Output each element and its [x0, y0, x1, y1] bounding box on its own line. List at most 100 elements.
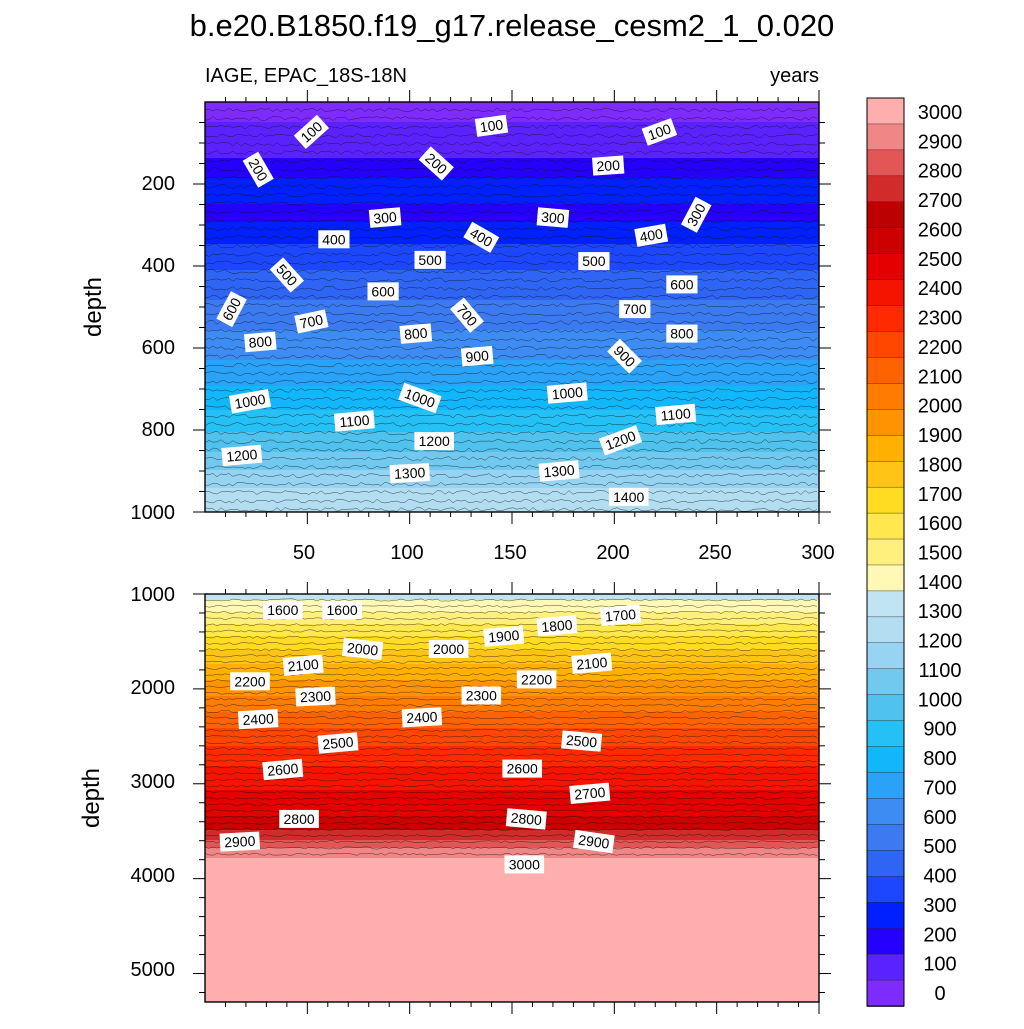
contour-label: 1700: [599, 604, 642, 626]
contour-band: [205, 652, 819, 655]
contour-label-text: 2500: [322, 734, 355, 753]
contour-band: [205, 500, 819, 503]
contour-line: [205, 252, 818, 257]
upper-axis-ticks: [193, 90, 831, 524]
contour-band: [205, 146, 819, 149]
contour-label-box: [414, 432, 454, 451]
contour-band: [205, 690, 819, 693]
contour-label: 700: [294, 309, 329, 334]
contour-line: [205, 617, 818, 621]
contour-band: [205, 450, 819, 453]
contour-line: [205, 371, 818, 376]
contour-band: [205, 334, 819, 337]
contour-band: [205, 344, 819, 347]
contour-band: [205, 300, 819, 303]
left-subtitle: IAGE, EPAC_18S-18N: [205, 65, 407, 87]
contour-band: [205, 404, 819, 407]
contour-band: [205, 498, 819, 501]
contour-band: [205, 294, 819, 297]
contour-band: [205, 292, 819, 295]
contour-line: [205, 235, 818, 240]
contour-band: [205, 182, 819, 185]
contour-band: [205, 118, 819, 121]
contour-label-box: [242, 151, 274, 188]
contour-label-box: [474, 114, 509, 137]
colorbar-label: 1300: [918, 601, 963, 623]
contour-band: [205, 264, 819, 267]
contour-label: 1400: [608, 487, 649, 506]
contour-band: [205, 674, 819, 677]
contour-band: [205, 124, 819, 127]
contour-band: [205, 472, 819, 475]
contour-band: [205, 724, 819, 727]
contour-band: [205, 758, 819, 761]
contour-band: [205, 494, 819, 497]
contour-band: [205, 190, 819, 193]
contour-line: [205, 456, 818, 461]
contour-band: [205, 276, 819, 279]
contour-band: [205, 702, 819, 705]
contour-label-box: [569, 782, 611, 804]
contour-line: [205, 218, 818, 223]
contour-band: [205, 224, 819, 227]
contour-band: [205, 896, 819, 899]
contour-band: [205, 352, 819, 355]
contour-band: [205, 730, 819, 733]
contour-band: [205, 378, 819, 381]
contour-label: 1600: [263, 601, 303, 620]
contour-line: [205, 260, 818, 266]
contour-label: 2900: [219, 831, 261, 852]
contour-band: [205, 418, 819, 421]
contour-band: [205, 972, 819, 975]
colorbar-label: 1100: [918, 660, 961, 682]
contour-band: [205, 998, 819, 1001]
contour-band: [205, 736, 819, 739]
contour-band: [205, 210, 819, 213]
contour-band: [205, 786, 819, 789]
contour-band: [205, 658, 819, 661]
contour-band: [205, 216, 819, 219]
contour-line: [205, 827, 818, 831]
contour-band: [205, 484, 819, 487]
contour-band: [205, 706, 819, 709]
colorbar-label: 1500: [918, 543, 963, 565]
contour-band: [205, 646, 819, 649]
colorbar-label: 1800: [918, 454, 963, 476]
contour-band: [205, 654, 819, 657]
contour-label-text: 300: [373, 209, 398, 227]
contour-band: [205, 672, 819, 675]
contour-label-box: [634, 223, 669, 247]
contour-label-text: 600: [670, 276, 694, 292]
contour-band: [205, 244, 819, 247]
contour-label: 800: [399, 323, 433, 344]
contour-band: [205, 148, 819, 151]
contour-band: [205, 324, 819, 327]
contour-band: [205, 424, 819, 427]
contour-band: [205, 142, 819, 145]
upper-y-tick-label: 600: [142, 337, 175, 359]
contour-band: [205, 322, 819, 325]
contour-band: [205, 306, 819, 309]
contour-band: [205, 318, 819, 321]
contour-line: [205, 388, 818, 393]
contour-line: [205, 345, 818, 351]
x-tick-label: 300: [801, 542, 834, 564]
contour-band: [205, 974, 819, 977]
contour-label-box: [262, 758, 304, 781]
colorbar-frame: [866, 97, 905, 1007]
colorbar-swatch: [866, 564, 905, 592]
contour-label-box: [655, 403, 697, 426]
contour-line: [205, 604, 818, 608]
colorbar-label: 1600: [918, 513, 963, 535]
contour-band: [205, 164, 819, 167]
contour-band: [205, 728, 819, 731]
contour-line: [205, 598, 818, 602]
contour-label: 2300: [461, 686, 502, 705]
contour-band: [205, 112, 819, 115]
contour-band: [205, 684, 819, 687]
colorbar-swatch: [866, 279, 905, 307]
contour-band: [205, 320, 819, 323]
contour-label-box: [418, 146, 454, 181]
contour-band: [205, 932, 819, 935]
contour-band: [205, 506, 819, 509]
